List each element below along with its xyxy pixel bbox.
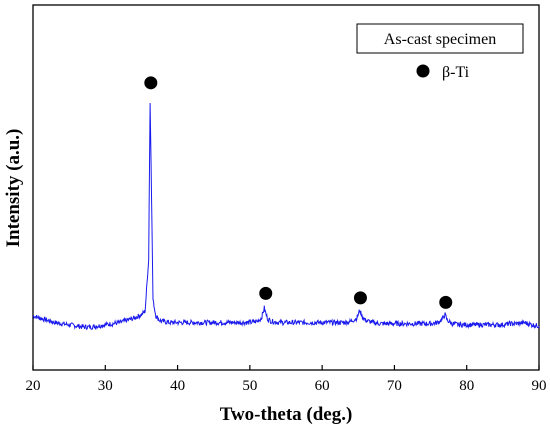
x-tick-label-30: 30	[98, 378, 113, 394]
x-tick-label-70: 70	[387, 378, 402, 394]
legend-entry-label: β-Ti	[442, 64, 470, 81]
beta-ti-peak-marker-1	[144, 76, 158, 90]
legend: As-cast specimen β-Ti	[356, 23, 524, 81]
peak-markers	[144, 76, 453, 309]
beta-ti-peak-marker-3	[353, 291, 367, 305]
legend-title: As-cast specimen	[384, 31, 496, 48]
x-axis-tick-labels: 20 30 40 50 60 70 80 90	[26, 378, 547, 394]
plot-frame	[32, 4, 540, 371]
legend-marker-icon	[416, 64, 430, 78]
x-axis-title: Two-theta (deg.)	[220, 404, 353, 425]
x-tick-label-90: 90	[532, 378, 547, 394]
x-tick-label-50: 50	[242, 378, 257, 394]
beta-ti-peak-marker-2	[259, 286, 273, 300]
y-axis-title: Intensity (a.u.)	[3, 129, 24, 248]
x-tick-label-20: 20	[26, 378, 41, 394]
x-tick-label-40: 40	[170, 378, 185, 394]
beta-ti-peak-marker-4	[439, 295, 453, 309]
series-line-0	[32, 102, 540, 331]
legend-title-box	[356, 23, 524, 54]
x-axis-ticks	[32, 365, 540, 370]
x-tick-label-60: 60	[315, 378, 330, 394]
series-group	[32, 102, 540, 331]
x-tick-label-80: 80	[459, 378, 474, 394]
